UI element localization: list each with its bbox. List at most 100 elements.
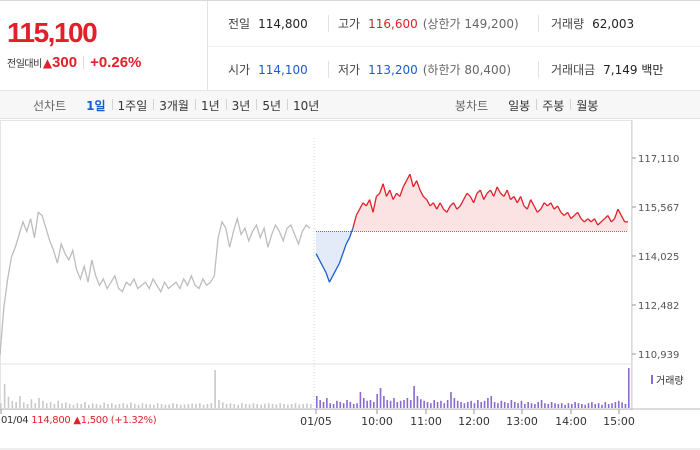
current-day-line-segment: [436, 202, 441, 210]
candle-chart-label: 봉차트: [455, 98, 489, 113]
up-area-fill: [406, 174, 410, 232]
stat-prev-close: 전일 114,800: [228, 1, 308, 46]
up-area-fill: [574, 212, 578, 232]
y-tick-label: 110,939: [638, 350, 679, 361]
chart-tab-bar: 선차트 1일 1주일 3개월 1년 3년 5년 10년 봉차트 일봉 주봉 월봉: [0, 90, 700, 119]
tab-line-3[interactable]: 1년: [194, 97, 226, 114]
volume-bar-current: [339, 402, 342, 408]
volume-bar-previous: [221, 402, 224, 408]
volume-bar-previous: [65, 402, 67, 408]
current-day-line-segment: [449, 202, 454, 207]
volume-bar-previous: [168, 404, 170, 408]
stat-divider: [328, 61, 329, 78]
current-day-line-segment: [392, 192, 398, 200]
tab-candle-1[interactable]: 주봉: [536, 97, 570, 114]
tab-candle-0[interactable]: 일봉: [508, 98, 531, 113]
current-day-line-segment: [530, 199, 535, 207]
quote-header: 115,100 전일대비 ▲ 300 +0.26% 전일 114,800 고가 …: [0, 0, 700, 91]
volume-bar-previous: [176, 404, 178, 408]
chart-area: 117,110 115,567 114,025 112,482 110,939 01/05…: [0, 120, 700, 450]
volume-bar-current: [477, 400, 479, 408]
volume-bar-current: [567, 403, 570, 408]
up-area-fill: [470, 196, 474, 232]
current-day-line-segment: [580, 218, 585, 223]
up-area-fill: [379, 183, 384, 232]
volume-bar-previous: [252, 403, 255, 408]
up-area-fill: [554, 205, 558, 232]
volume-bar-previous: [126, 404, 128, 408]
volume-legend: 거래량: [651, 372, 684, 387]
current-day-line-segment: [600, 218, 605, 223]
up-area-fill: [443, 209, 447, 232]
up-area-fill: [487, 190, 491, 232]
volume-bar-previous: [298, 404, 301, 408]
volume-bar-current: [527, 402, 529, 408]
up-area-fill: [510, 196, 514, 232]
x-tick-label: 14:00: [555, 415, 587, 428]
volume-bar-current: [366, 400, 368, 408]
volume-legend-label: 거래량: [656, 376, 684, 387]
up-area-fill: [490, 190, 494, 232]
current-day-line-segment: [355, 208, 361, 216]
volume-bar-previous: [57, 400, 60, 408]
current-day-line-segment: [419, 189, 424, 197]
up-area-fill: [577, 212, 582, 232]
volume-bar-previous: [294, 403, 297, 408]
x-tick-label: 11:00: [410, 415, 442, 428]
volume-bar-previous: [187, 404, 190, 408]
volume-bar-current: [628, 368, 630, 408]
volume-bar-previous: [195, 404, 197, 408]
tab-line-6[interactable]: 10년: [287, 97, 325, 114]
down-area-fill: [329, 231, 333, 283]
tab-line-5[interactable]: 5년: [256, 97, 287, 114]
y-tick-label: 114,025: [638, 252, 679, 263]
down-area-fill: [316, 231, 320, 260]
volume-bar-previous: [95, 404, 98, 408]
up-area-fill: [513, 196, 518, 232]
volume-bar-current: [520, 400, 523, 408]
candle-chart-tabs: 봉차트 일봉 주봉 월봉: [455, 91, 604, 119]
price-box: 115,100 전일대비 ▲ 300 +0.26%: [0, 1, 208, 91]
volume-bar-current: [487, 398, 489, 408]
tab-line-0[interactable]: 1일: [86, 98, 106, 113]
volume-bar-current: [607, 404, 610, 408]
current-day-line-segment: [456, 205, 461, 210]
up-area-fill: [530, 199, 535, 232]
up-area-fill: [436, 202, 441, 232]
volume-bar-previous: [310, 404, 312, 408]
volume-bar-current: [510, 400, 513, 408]
volume-bar-previous: [80, 404, 82, 408]
volume-bar-current: [393, 398, 395, 408]
stat-divider: [538, 61, 539, 78]
volume-bar-current: [376, 394, 378, 408]
up-area-fill: [604, 215, 608, 232]
up-area-fill: [453, 202, 457, 232]
up-area-fill: [440, 202, 444, 232]
volume-bar-previous: [49, 402, 52, 408]
tab-candle-2[interactable]: 월봉: [570, 97, 604, 114]
stat-divider: [328, 15, 329, 32]
tab-line-2[interactable]: 3개월: [153, 97, 195, 114]
volume-bar-current: [342, 403, 345, 408]
tab-line-4[interactable]: 3년: [225, 97, 257, 114]
current-day-line-segment: [463, 192, 468, 200]
volume-bar-current: [604, 402, 607, 408]
tab-line-1[interactable]: 1주일: [111, 97, 154, 114]
up-area-fill: [493, 186, 498, 232]
volume-bar-previous: [199, 403, 201, 408]
volume-bar-previous: [118, 404, 121, 408]
previous-day-date: 01/04: [1, 415, 29, 426]
volume-bar-current: [524, 404, 526, 408]
down-area-fill: [319, 231, 323, 267]
volume-bar-previous: [107, 404, 109, 408]
up-area-fill: [507, 190, 511, 232]
volume-bar-previous: [30, 399, 33, 408]
volume-bar-current: [466, 402, 469, 408]
volume-bar-previous: [61, 403, 63, 408]
current-day-line-segment: [520, 196, 525, 207]
volume-bar-current: [587, 403, 590, 408]
current-day-line-segment: [328, 275, 334, 283]
volume-bar-current: [386, 400, 389, 408]
volume-bar-current: [433, 400, 436, 408]
volume-bar-previous: [302, 404, 304, 408]
